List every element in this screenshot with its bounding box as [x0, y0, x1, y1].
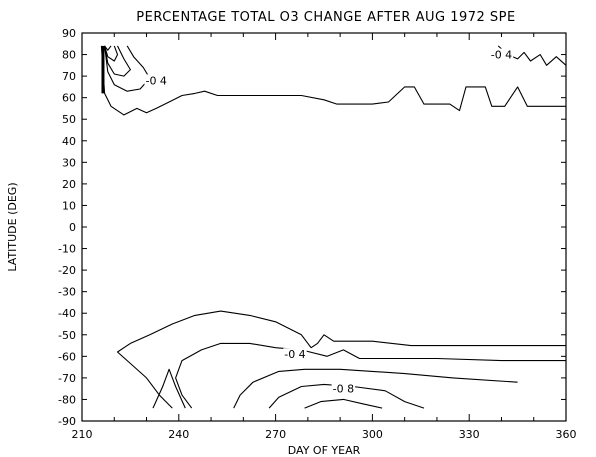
- y-axis: 90 80 70 60 50 40 30 20 10 0 -10 -20 -30 -40 -50 -60 -70…: [58, 27, 566, 428]
- contour-label-bg: [489, 48, 514, 62]
- contour-label: -0 4: [491, 49, 512, 62]
- y-tick-label: -90: [58, 415, 76, 428]
- y-tick-label: 10: [62, 199, 76, 212]
- y-tick-label: 70: [62, 70, 76, 83]
- contour-lines: [100, 45, 567, 409]
- x-tick-label: 360: [556, 428, 577, 441]
- y-tick-label: 40: [62, 135, 76, 148]
- y-tick-label: -50: [58, 329, 76, 342]
- x-tick-label: 240: [168, 428, 189, 441]
- y-tick-label: -60: [58, 350, 76, 363]
- contour-label-bg: [283, 348, 307, 362]
- contour-north-inner-3: [104, 45, 119, 62]
- y-tick-label: 50: [62, 113, 76, 126]
- y-tick-label: 20: [62, 178, 76, 191]
- chart-title: PERCENTAGE TOTAL O3 CHANGE AFTER AUG 197…: [136, 10, 515, 25]
- contour-label-bg: [331, 382, 356, 396]
- contour-north-inner-4: [104, 45, 112, 51]
- x-tick-label: 300: [362, 428, 383, 441]
- contour-label: -0 8: [333, 383, 354, 396]
- contour-south-outer: [116, 310, 566, 409]
- contour-south-04: [175, 342, 566, 409]
- y-tick-label: -70: [58, 372, 76, 385]
- contour-north-inner-1: [104, 45, 151, 92]
- y-axis-label: LATITUDE (DEG): [6, 182, 19, 271]
- x-tick-label: 330: [459, 428, 480, 441]
- y-tick-label: -20: [58, 264, 76, 277]
- y-tick-label: -10: [58, 243, 76, 256]
- contour-labels: -0 4 -0 4 -0 4 -0 8: [144, 48, 514, 396]
- y-tick-label: 0: [69, 221, 76, 234]
- y-tick-label: -30: [58, 286, 76, 299]
- y-tick-label: -40: [58, 307, 76, 320]
- y-tick-label: 90: [62, 27, 76, 40]
- y-tick-label: 60: [62, 92, 76, 105]
- contour-label-bg: [144, 74, 168, 88]
- x-tick-label: 270: [265, 428, 286, 441]
- plot-frame: [81, 32, 567, 422]
- contour-label: -0 4: [284, 348, 305, 361]
- contour-south-spike: [152, 368, 186, 409]
- y-tick-label: 80: [62, 49, 76, 62]
- contour-north-inner-2: [104, 45, 131, 77]
- x-axis-label: DAY OF YEAR: [288, 444, 361, 457]
- y-tick-label: 30: [62, 156, 76, 169]
- x-axis: 210 240 270 300 330 360: [72, 33, 577, 441]
- x-tick-label: 210: [72, 428, 93, 441]
- contour-south-06: [233, 368, 518, 409]
- contour-south-10: [304, 398, 383, 409]
- contour-north-04: [100, 45, 566, 116]
- y-tick-label: -80: [58, 393, 76, 406]
- contour-label: -0 4: [145, 74, 166, 87]
